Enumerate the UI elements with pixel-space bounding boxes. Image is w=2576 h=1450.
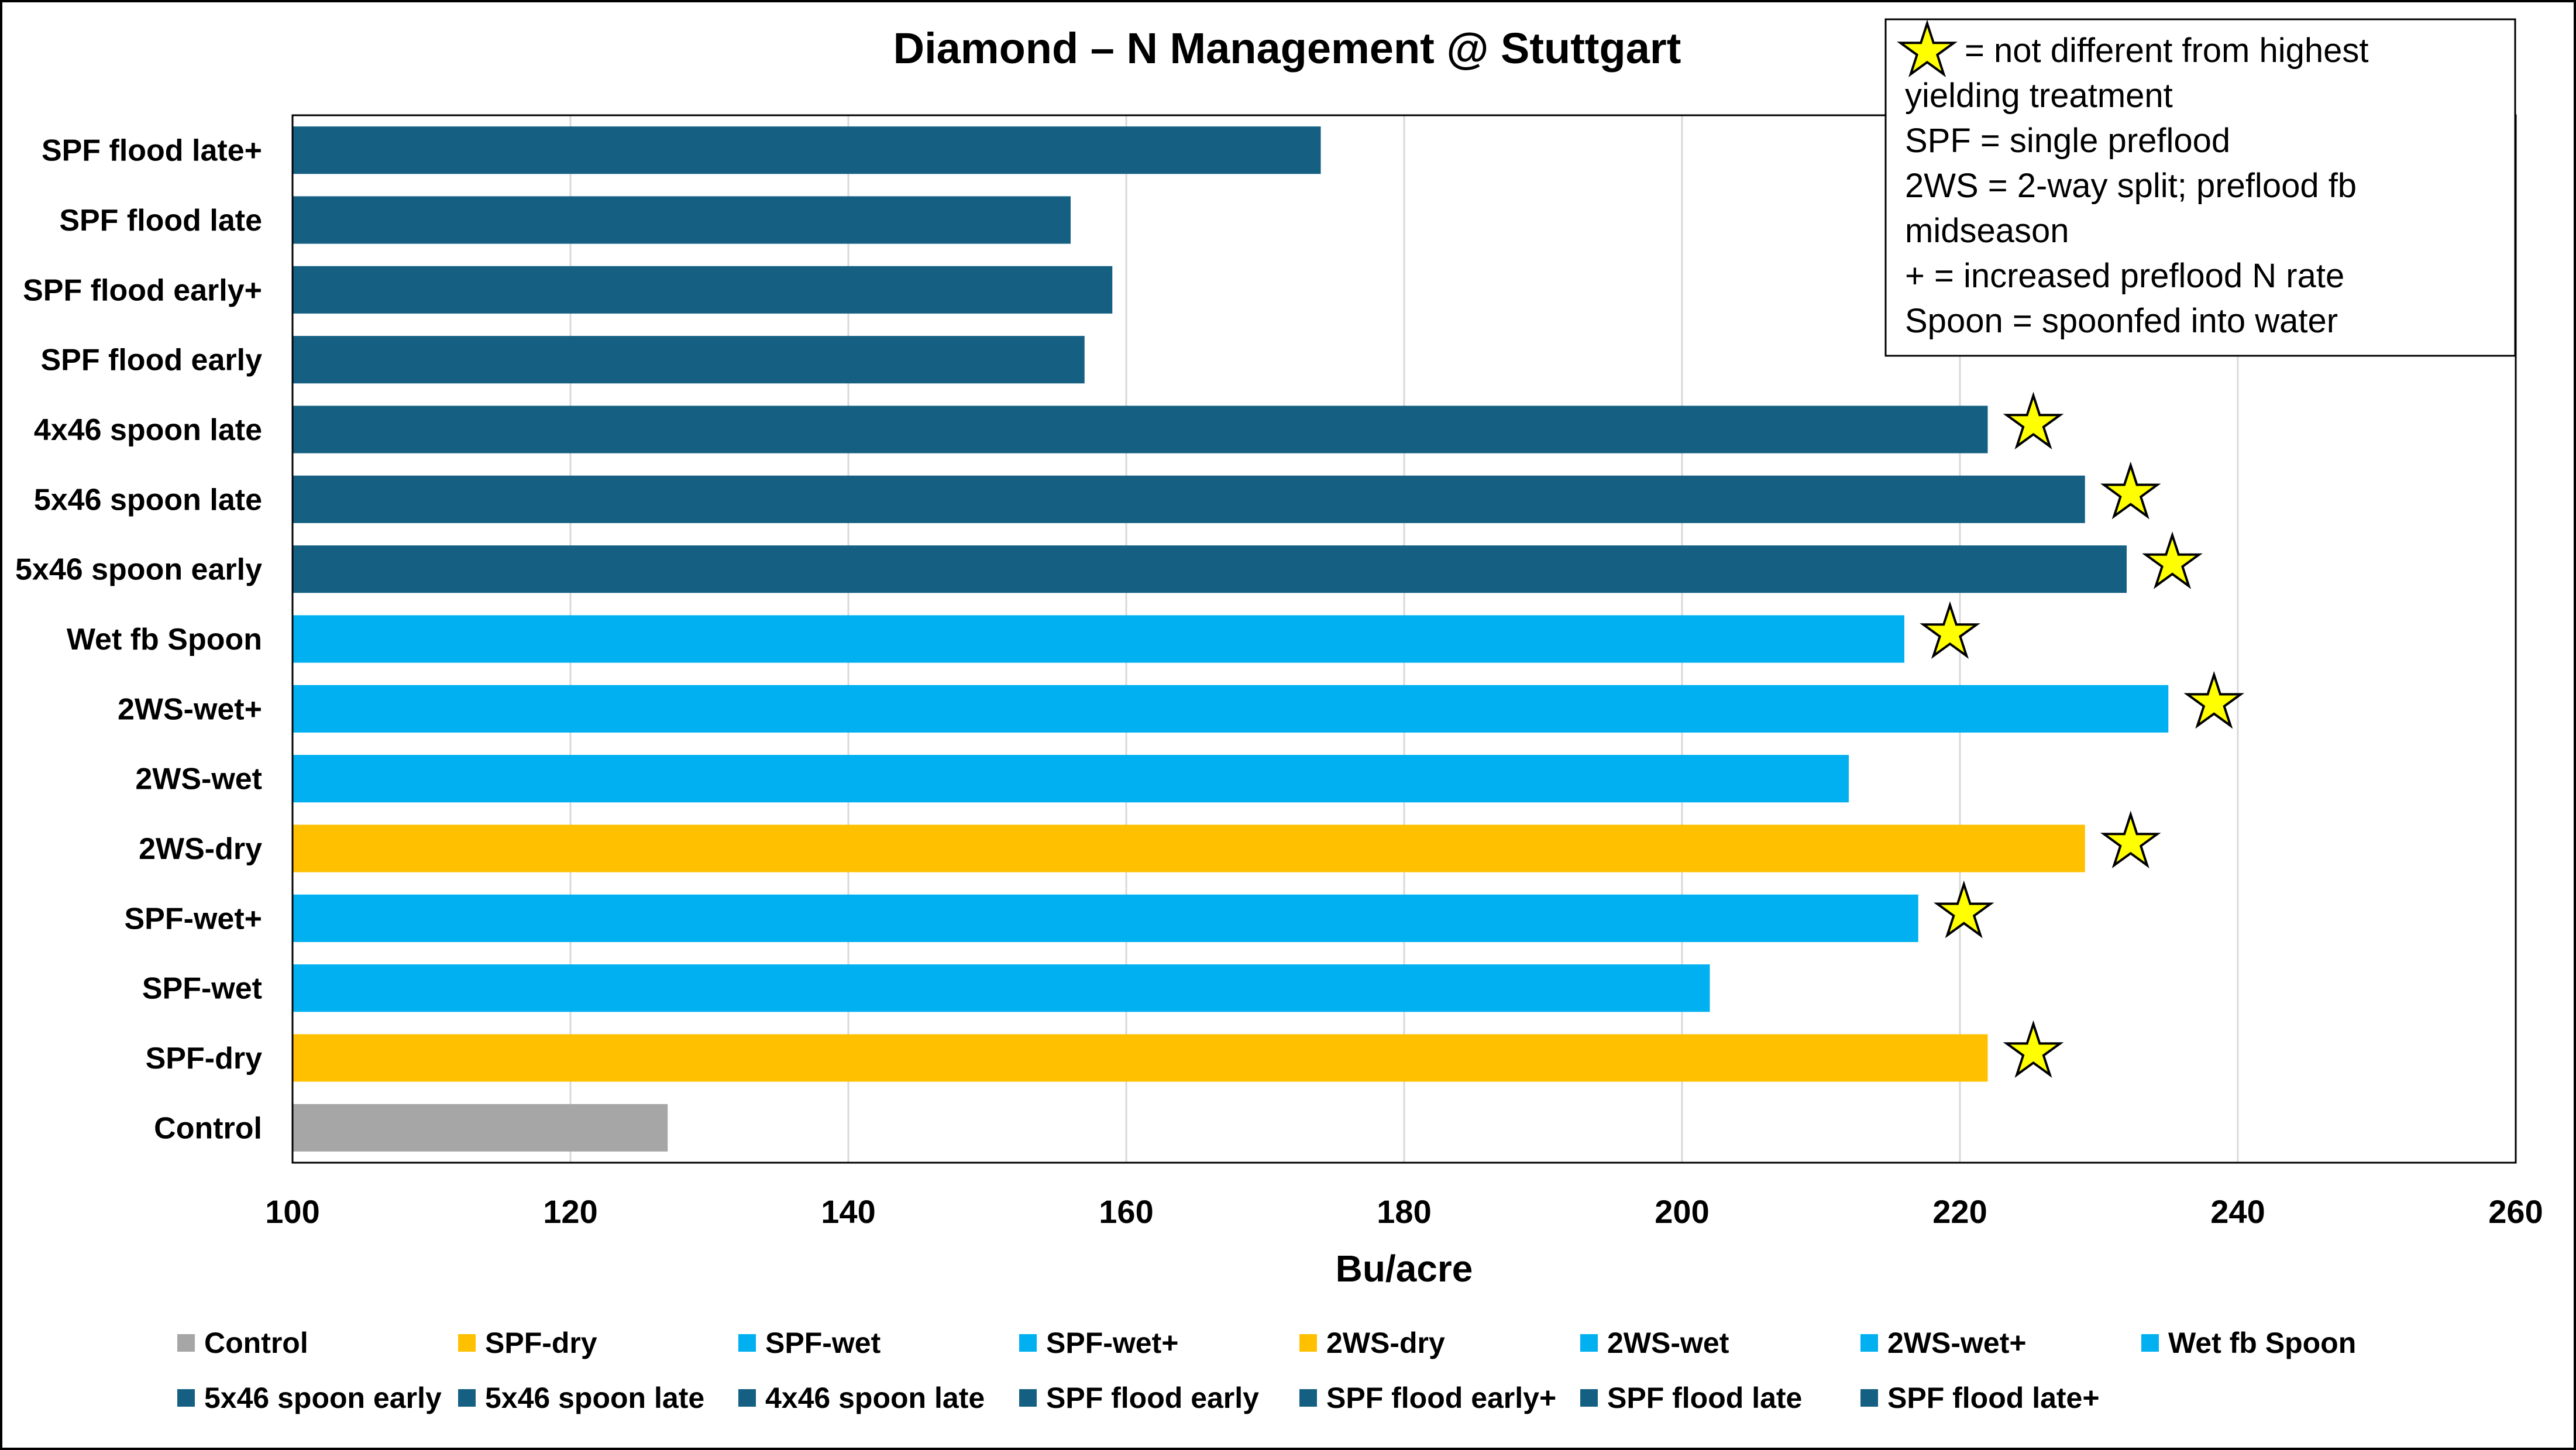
annotation-line-3: SPF = single preflood: [1905, 122, 2230, 160]
star-icon-4x46-spoon-late: [2003, 391, 2064, 450]
annotation-box-border: [1884, 18, 2516, 357]
legend-swatch-2ws-wet-plus: [1860, 1334, 1878, 1352]
stars: [1920, 391, 2245, 1078]
legend-swatch-2ws-dry: [1299, 1334, 1317, 1352]
x-tick-label-260: 260: [2488, 1193, 2543, 1230]
star-icon-spf-dry: [2003, 1020, 2064, 1078]
legend-swatch-spf-flood-late-plus: [1860, 1389, 1878, 1407]
legend-swatch-5x46-spoon-early: [177, 1389, 195, 1407]
category-label-spf-wet: SPF-wet: [142, 972, 262, 1006]
legend-label-spf-flood-late-plus: SPF flood late+: [1887, 1382, 2100, 1414]
legend-swatch-4x46-spoon-late: [738, 1389, 756, 1407]
bar-5x46-spoon-early: [293, 545, 2127, 593]
star-icon-2ws-wet-plus: [2183, 671, 2245, 729]
legend-swatch-2ws-wet: [1580, 1334, 1598, 1352]
annotation-line-5: midseason: [1905, 212, 2069, 250]
x-axis-label: Bu/acre: [1336, 1248, 1473, 1290]
star-icon-5x46-spoon-early: [2142, 531, 2203, 589]
legend-label-2ws-wet: 2WS-wet: [1607, 1327, 1729, 1359]
legend-label-5x46-spoon-early: 5x46 spoon early: [204, 1382, 442, 1414]
bar-spf-wet: [293, 964, 1710, 1012]
legend-label-4x46-spoon-late: 4x46 spoon late: [765, 1382, 985, 1414]
category-label-2ws-wet-plus: 2WS-wet+: [118, 692, 262, 726]
legend-label-spf-dry: SPF-dry: [485, 1327, 597, 1359]
legend-label-2ws-wet-plus: 2WS-wet+: [1887, 1327, 2027, 1359]
legend-label-spf-flood-early: SPF flood early: [1046, 1382, 1259, 1414]
x-tick-label-160: 160: [1099, 1193, 1153, 1230]
category-label-spf-dry: SPF-dry: [146, 1042, 262, 1076]
category-label-2ws-dry: 2WS-dry: [139, 832, 262, 866]
category-label-wet-fb-spoon: Wet fb Spoon: [67, 623, 262, 657]
legend-label-spf-flood-late: SPF flood late: [1607, 1382, 1802, 1414]
bar-spf-wet-plus: [293, 894, 1918, 942]
bar-wet-fb-spoon: [293, 615, 1904, 663]
legend-swatch-spf-flood-early-plus: [1299, 1389, 1317, 1407]
bar-spf-flood-early: [293, 336, 1085, 384]
category-label-2ws-wet: 2WS-wet: [135, 762, 262, 796]
annotation-line-6: + = increased preflood N rate: [1905, 257, 2344, 295]
x-tick-label-240: 240: [2210, 1193, 2265, 1230]
star-icon: [1897, 19, 1958, 78]
x-tick-label-140: 140: [821, 1193, 875, 1230]
legend-label-spf-wet-plus: SPF-wet+: [1046, 1327, 1178, 1359]
legend-label-control: Control: [204, 1327, 308, 1359]
category-label-5x46-spoon-late: 5x46 spoon late: [34, 483, 262, 517]
annotation-line-2: yielding treatment: [1905, 77, 2173, 115]
x-tick-label-200: 200: [1655, 1193, 1709, 1230]
bar-2ws-wet: [293, 755, 1849, 803]
bar-control: [293, 1104, 668, 1152]
x-tick-labels: 100 120 140 160 180 200 220 240 260: [265, 1193, 2543, 1230]
category-label-spf-wet-plus: SPF-wet+: [125, 902, 263, 936]
legend-label-spf-wet: SPF-wet: [765, 1327, 881, 1359]
legend-swatch-spf-wet: [738, 1334, 756, 1352]
bar-2ws-wet-plus: [293, 685, 2169, 733]
category-label-spf-flood-late-plus: SPF flood late+: [42, 134, 262, 168]
bar-spf-flood-early-plus: [293, 266, 1113, 314]
x-tick-label-180: 180: [1377, 1193, 1431, 1230]
x-tick-label-120: 120: [543, 1193, 597, 1230]
annotation-box: = not different from highest yielding tr…: [1884, 18, 2516, 357]
legend-label-wet-fb-spoon: Wet fb Spoon: [2168, 1327, 2356, 1359]
star-icon-wet-fb-spoon: [1920, 601, 1980, 659]
category-label-5x46-spoon-early: 5x46 spoon early: [15, 553, 262, 587]
category-label-spf-flood-early: SPF flood early: [40, 343, 262, 377]
legend-label-2ws-dry: 2WS-dry: [1326, 1327, 1445, 1359]
bar-5x46-spoon-late: [293, 475, 2085, 523]
legend-label-5x46-spoon-late: 5x46 spoon late: [485, 1382, 704, 1414]
star-icon-spf-wet-plus: [1933, 880, 1994, 939]
category-label-spf-flood-early-plus: SPF flood early+: [23, 273, 262, 307]
category-label-4x46-spoon-late: 4x46 spoon late: [34, 413, 262, 447]
legend: Control SPF-dry SPF-wet SPF-wet+ 2WS-dry 2WS-…: [177, 1327, 2356, 1414]
legend-swatch-spf-dry: [458, 1334, 476, 1352]
legend-swatch-control: [177, 1334, 195, 1352]
category-label-control: Control: [154, 1111, 262, 1145]
annotation-line-4: 2WS = 2-way split; preflood fb: [1905, 167, 2357, 205]
bar-spf-flood-late-plus: [293, 126, 1321, 174]
category-labels: Control SPF-dry SPF-wet SPF-wet+ 2WS-dry 2WS-…: [15, 134, 262, 1146]
legend-label-spf-flood-early-plus: SPF flood early+: [1326, 1382, 1556, 1414]
legend-swatch-spf-flood-early: [1019, 1389, 1037, 1407]
legend-swatch-spf-flood-late: [1580, 1389, 1598, 1407]
plot-area-border: [291, 114, 2517, 1164]
bar-spf-flood-late: [293, 196, 1071, 244]
chart-title: Diamond – N Management @ Stuttgart: [893, 24, 1681, 73]
x-tick-label-220: 220: [1932, 1193, 1987, 1230]
bar-spf-dry: [293, 1034, 1988, 1082]
star-icon-5x46-spoon-late: [2100, 461, 2161, 520]
bar-4x46-spoon-late: [293, 406, 1988, 453]
x-tick-label-100: 100: [265, 1193, 319, 1230]
legend-swatch-wet-fb-spoon: [2141, 1334, 2159, 1352]
annotation-line-1: = not different from highest: [1965, 32, 2369, 70]
category-label-spf-flood-late: SPF flood late: [59, 204, 262, 238]
legend-swatch-5x46-spoon-late: [458, 1389, 476, 1407]
legend-swatch-spf-wet-plus: [1019, 1334, 1037, 1352]
bar-2ws-dry: [293, 824, 2085, 872]
bars: [293, 126, 2169, 1152]
annotation-line-7: Spoon = spoonfed into water: [1905, 302, 2338, 340]
star-icon-2ws-dry: [2100, 810, 2161, 869]
